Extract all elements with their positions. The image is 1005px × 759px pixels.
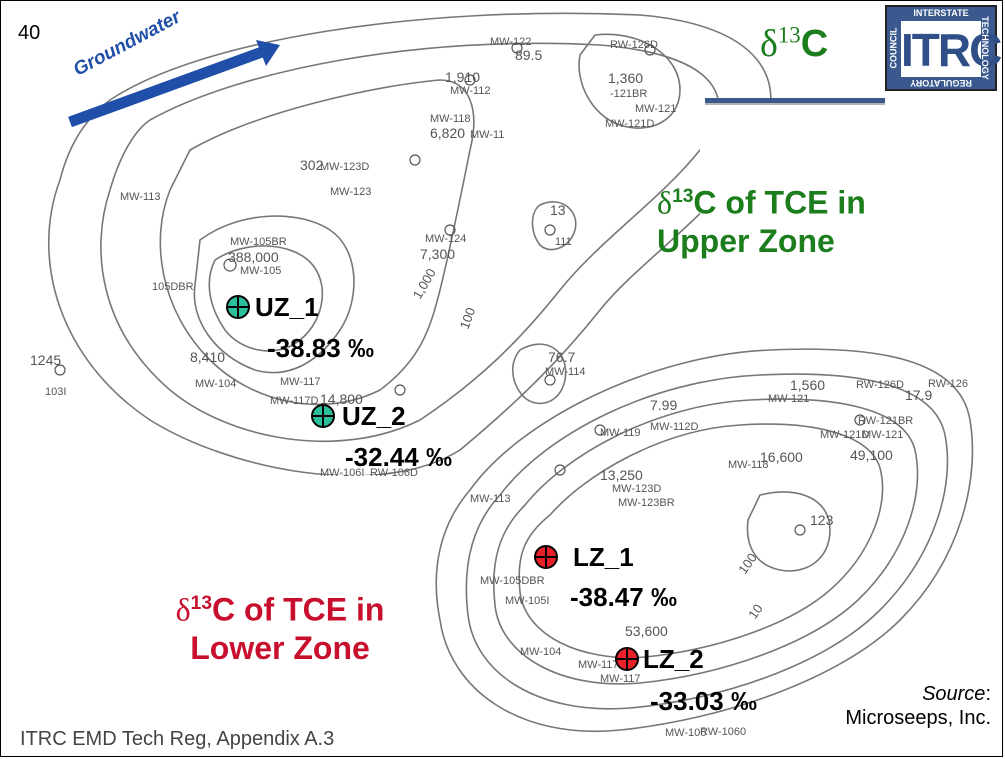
svg-text:16,600: 16,600 (760, 449, 803, 465)
slide-title: δ13C (760, 22, 828, 66)
svg-text:17.9: 17.9 (905, 387, 932, 403)
svg-text:MW-112D: MW-112D (650, 421, 699, 433)
svg-text:MW-122: MW-122 (490, 36, 531, 48)
svg-text:MW-105I: MW-105I (505, 595, 549, 607)
svg-text:MW-117: MW-117 (600, 673, 641, 685)
well-marker-uz2 (311, 404, 335, 428)
svg-text:MW-121: MW-121 (635, 103, 676, 115)
svg-text:8,410: 8,410 (190, 349, 225, 365)
svg-text:-121BR: -121BR (610, 88, 647, 100)
well-name-uz1: UZ_1 (255, 292, 319, 322)
source-credit: Source: Microseeps, Inc. (845, 682, 991, 730)
footer-citation: ITRC EMD Tech Reg, Appendix A.3 (20, 728, 335, 750)
svg-text:RW-106D: RW-106D (370, 467, 418, 479)
svg-text:76.7: 76.7 (548, 349, 575, 365)
svg-text:MW-121D: MW-121D (605, 118, 654, 130)
svg-text:MW-117: MW-117 (280, 376, 321, 388)
svg-text:49,100: 49,100 (850, 447, 893, 463)
svg-text:105DBR: 105DBR (152, 281, 194, 293)
svg-text:6,820: 6,820 (430, 125, 465, 141)
source-label: Source (922, 683, 986, 705)
well-name-uz2: UZ_2 (342, 401, 406, 431)
svg-text:1,910: 1,910 (445, 69, 480, 85)
svg-text:53,600: 53,600 (625, 623, 668, 639)
svg-text:MW-113: MW-113 (120, 191, 161, 203)
svg-text:MW-118: MW-118 (430, 113, 471, 125)
svg-text:MW-121: MW-121 (862, 429, 903, 441)
svg-text:MW-123D: MW-123D (320, 161, 369, 173)
svg-text:14,800: 14,800 (320, 391, 363, 407)
well-value-lz1: -38.47 ‰ (570, 582, 677, 612)
svg-text:MW-106I: MW-106I (320, 467, 364, 479)
well-value-uz1: -38.83 ‰ (267, 333, 374, 363)
groundwater-arrow (68, 40, 280, 128)
upper-zone-title: δ13C of TCE in Upper Zone (657, 184, 866, 259)
svg-text:RW-126D: RW-126D (856, 379, 904, 391)
svg-text:13: 13 (550, 202, 566, 218)
itrc-logo: INTERSTATE ITRC REGULATORY COUNCIL TECHN… (885, 5, 1002, 91)
svg-text:111: 111 (555, 236, 572, 248)
svg-text:MW-123: MW-123 (330, 186, 371, 198)
svg-text:MW-104: MW-104 (520, 646, 561, 658)
svg-text:1245: 1245 (30, 352, 61, 368)
svg-text:MW-105DBR: MW-105DBR (480, 575, 545, 587)
svg-text:100: 100 (457, 306, 479, 332)
source-colon: : (985, 683, 991, 705)
svg-text:388,000: 388,000 (228, 249, 279, 265)
svg-text:MW-113: MW-113 (470, 493, 511, 505)
svg-text:MW-112: MW-112 (450, 85, 491, 97)
svg-text:MW-105: MW-105 (240, 265, 281, 277)
svg-text:MW-106: MW-106 (665, 727, 706, 739)
well-name-lz1: LZ_1 (573, 542, 634, 572)
lower-zone-title: δ13C of TCE in Lower Zone (175, 591, 385, 666)
svg-text:MW-119: MW-119 (600, 427, 641, 439)
svg-text:MW-118: MW-118 (728, 459, 769, 471)
source-name: Microseeps, Inc. (845, 707, 991, 729)
svg-text:MW-123BR: MW-123BR (618, 497, 675, 509)
svg-text:RW-1060: RW-1060 (700, 726, 746, 738)
slide-number: 40 (18, 22, 41, 44)
svg-text:MW-121: MW-121 (768, 393, 809, 405)
svg-text:302: 302 (300, 157, 324, 173)
svg-text:MW-117D: MW-117D (578, 659, 627, 671)
svg-text:7.99: 7.99 (650, 397, 677, 413)
svg-text:89.5: 89.5 (515, 47, 542, 63)
well-name-lz2: LZ_2 (643, 644, 704, 674)
logo-top-text: INTERSTATE (913, 8, 969, 18)
svg-text:MW-104: MW-104 (195, 378, 236, 390)
title-delta: δ (760, 23, 778, 65)
svg-text:103I: 103I (45, 386, 66, 398)
svg-text:RW-121BR: RW-121BR (858, 415, 913, 427)
svg-text:MW-124: MW-124 (425, 233, 466, 245)
well-marker-uz1 (226, 295, 250, 319)
well-marker-lz2 (615, 647, 639, 671)
svg-text:RW-126D: RW-126D (610, 39, 658, 51)
lower-zone-contours (435, 343, 974, 732)
svg-text:123: 123 (810, 512, 834, 528)
svg-text:RW-126: RW-126 (928, 378, 968, 390)
svg-text:MW-117D: MW-117D (270, 395, 319, 407)
svg-text:MW-105BR: MW-105BR (230, 236, 287, 248)
svg-text:13,250: 13,250 (600, 467, 643, 483)
upper-zone-contours (48, 12, 772, 477)
svg-text:MW-123D: MW-123D (612, 483, 661, 495)
svg-text:MW-114: MW-114 (545, 366, 586, 378)
svg-text:7,300: 7,300 (420, 246, 455, 262)
well-value-uz2: -32.44 ‰ (345, 442, 452, 472)
well-value-lz2: -33.03 ‰ (650, 686, 757, 716)
svg-text:MW-11: MW-11 (470, 129, 504, 141)
title-sup: 13 (777, 22, 801, 48)
title-c: C (800, 23, 829, 65)
svg-text:10: 10 (745, 601, 766, 621)
svg-text:1,360: 1,360 (608, 70, 643, 86)
well-marker-lz1 (534, 545, 558, 569)
svg-text:1,560: 1,560 (790, 377, 825, 393)
svg-text:MW-121D: MW-121D (820, 429, 869, 441)
